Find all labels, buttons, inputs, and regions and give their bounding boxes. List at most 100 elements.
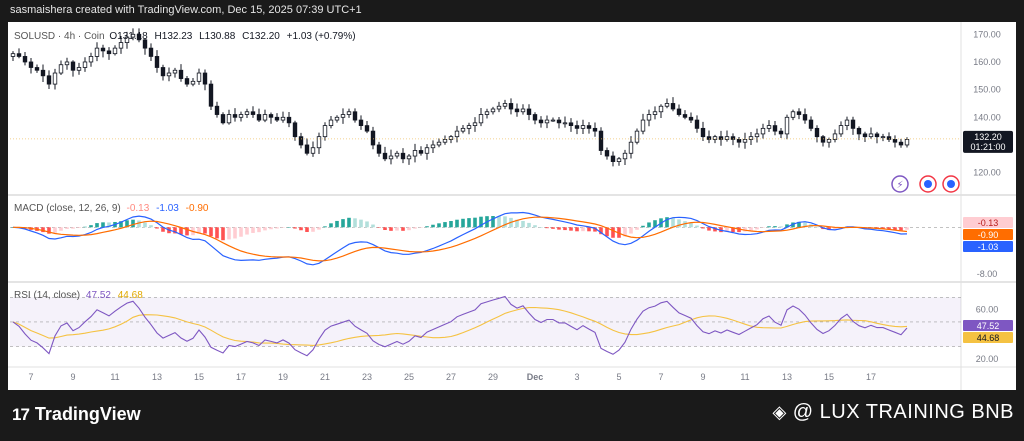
candle [808, 116, 814, 132]
candle-body [202, 72, 208, 85]
time-tick-label: 21 [320, 372, 330, 382]
candle-body [832, 133, 838, 140]
time-tick-label: 3 [574, 372, 579, 382]
macd-hist-bar [599, 227, 603, 235]
candle-body [664, 103, 670, 107]
candle [652, 106, 658, 120]
candle [130, 28, 136, 41]
chart-frame[interactable]: 170.00160.00150.00140.00130.00120.00132.… [8, 22, 1016, 390]
open-value: O131.18 [109, 31, 148, 42]
macd-hist-bar [521, 220, 525, 228]
candle [778, 127, 784, 138]
macd-hist-bar [71, 227, 75, 229]
candle-body [670, 103, 676, 110]
candle [214, 101, 220, 118]
candle-body [52, 72, 58, 85]
macd-hist-bar [365, 221, 369, 228]
binance-diamond-icon: ◈ [772, 402, 787, 422]
close-value: C132.20 [242, 31, 280, 42]
macd-hist-bar [215, 227, 219, 239]
macd-hist-bar [203, 227, 207, 234]
candle-body [274, 116, 280, 121]
candle [226, 109, 232, 125]
rsi-pane[interactable]: 60.00 20.00 47.52 44.68 [10, 295, 1013, 364]
candle [682, 110, 688, 120]
macd-hist-bar [803, 222, 807, 228]
time-axis[interactable]: 7 9 11 13 15 17 19 21 23 25 27 29 Dec 3 5 7 9 11 13 15 17 [28, 372, 876, 382]
candle [376, 141, 382, 157]
time-tick-label: 27 [446, 372, 456, 382]
candle [190, 77, 196, 87]
candle-body [514, 108, 520, 113]
candle-body [70, 61, 76, 71]
tradingview-logo[interactable]: 17 TradingView [12, 404, 141, 425]
candle-body [598, 130, 604, 151]
candle-body [784, 116, 790, 135]
candle-body [334, 116, 340, 121]
candle-body [442, 139, 448, 143]
candle [628, 136, 634, 159]
symbol-label: SOLUSD · 4h · Coin [14, 31, 105, 42]
candle-body [574, 125, 580, 129]
candle [268, 112, 274, 124]
macd-pane[interactable]: -8.00 -0.13 -0.90 -1.03 [10, 211, 1013, 280]
candle [604, 147, 610, 160]
candle [82, 57, 88, 72]
candle-body [544, 119, 550, 124]
candle-body [376, 144, 382, 154]
candle-body [166, 72, 172, 77]
macd-hist-bar [47, 227, 51, 234]
macd-hist-bar [137, 220, 141, 228]
macd-hist-bar [401, 227, 405, 231]
macd-hist-bar [527, 222, 531, 228]
candle-body [520, 108, 526, 113]
time-tick-label: 23 [362, 372, 372, 382]
candle [88, 52, 94, 67]
candle [616, 156, 622, 166]
macd-hist-bar [473, 217, 477, 228]
candle-body [382, 152, 388, 160]
event-icons[interactable]: ⚡ [891, 175, 960, 193]
candle-body [172, 69, 178, 74]
candle [562, 116, 568, 128]
candle [166, 67, 172, 82]
macd-hist-bar [533, 225, 537, 228]
candle [94, 42, 100, 62]
candle [382, 146, 388, 162]
candle [124, 31, 130, 49]
macd-hist-bar [353, 218, 357, 228]
candle [28, 58, 34, 74]
candle-body [874, 133, 880, 138]
candle-body [64, 61, 70, 66]
price-pane[interactable]: 170.00160.00150.00140.00130.00120.00132.… [10, 28, 1013, 178]
candle [118, 36, 124, 54]
time-tick-label: 11 [110, 372, 119, 382]
candle-body [592, 127, 598, 132]
macd-hist-bar [179, 227, 183, 235]
macd-hist-bar [419, 227, 423, 228]
macd-hist-bar [395, 227, 399, 231]
macd-hist-bar [101, 222, 105, 228]
candle [148, 43, 154, 62]
candle [256, 108, 262, 123]
macd-hist-bar [407, 227, 411, 231]
macd-hist-bar [677, 219, 681, 228]
candle-body [94, 47, 100, 57]
macd-legend-signal: -0.90 [186, 203, 209, 214]
candle [622, 149, 628, 166]
candle [634, 128, 640, 145]
candle-body [148, 47, 154, 57]
candle-body [808, 119, 814, 129]
candle-body [496, 105, 502, 110]
candle-body [76, 67, 82, 71]
candle [418, 146, 424, 156]
candle-body [856, 127, 862, 135]
lightning-event-icon[interactable] [891, 175, 909, 193]
candle [862, 131, 868, 142]
candle-body [652, 111, 658, 115]
candle-body [460, 127, 466, 132]
chart-canvas[interactable]: 170.00160.00150.00140.00130.00120.00132.… [8, 22, 1016, 390]
candle [304, 138, 310, 156]
macd-hist-bar [233, 227, 237, 239]
rsi-value-badge-label: 47.52 [977, 321, 1000, 331]
